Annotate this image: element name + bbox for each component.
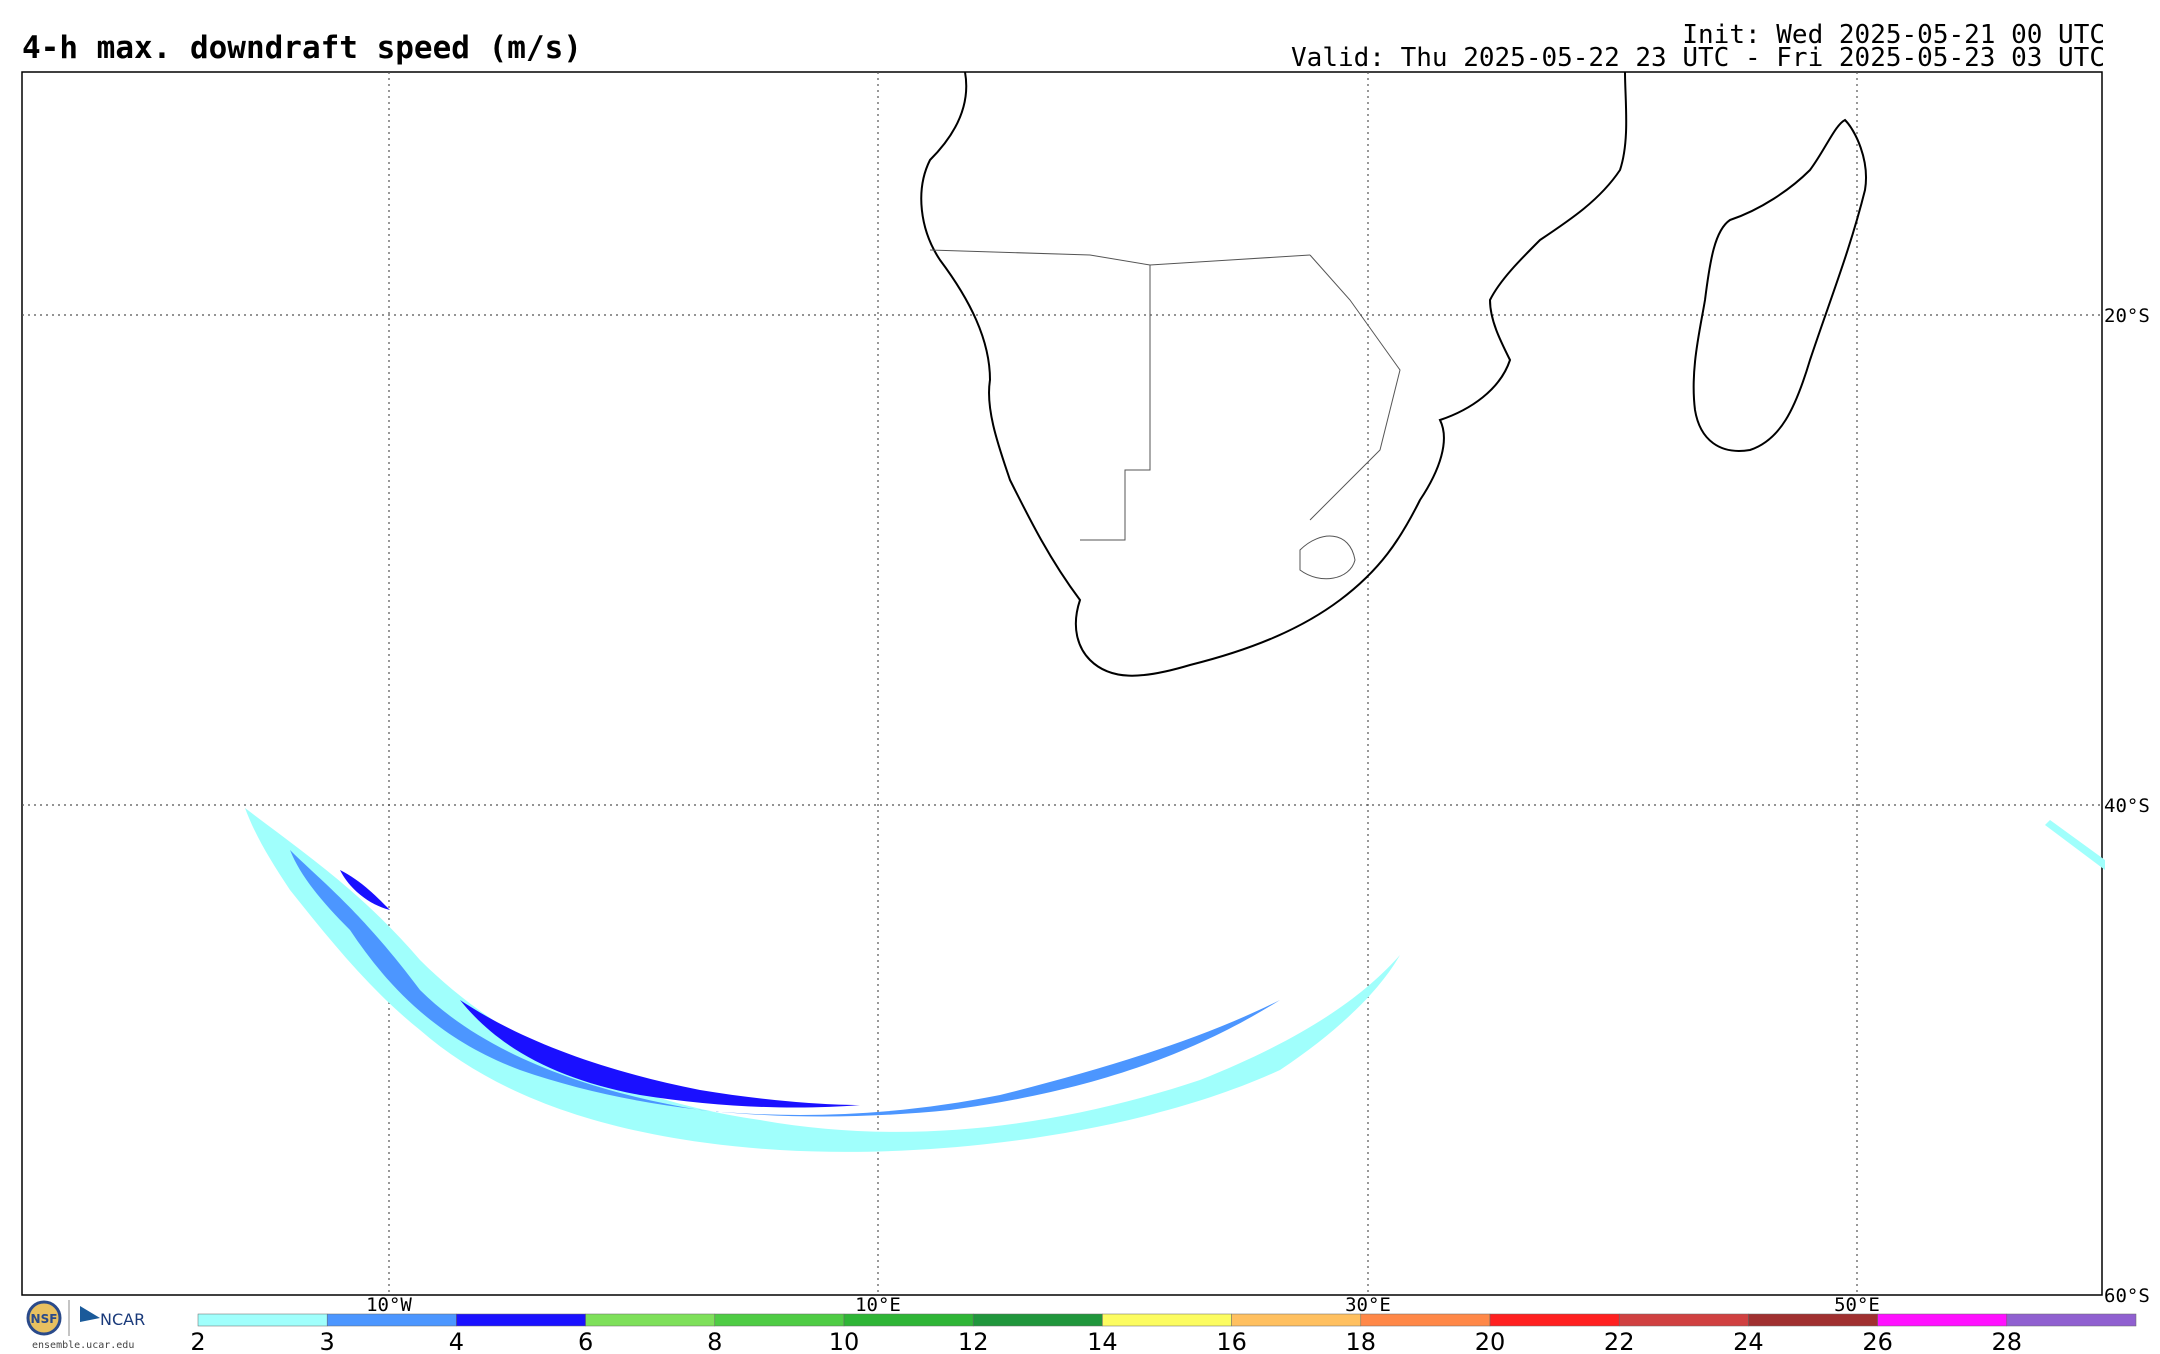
colorbar-tick-label: 16 — [1216, 1328, 1247, 1354]
colorbar-tick-label: 12 — [958, 1328, 989, 1354]
madagascar-coastline — [1692, 118, 1867, 452]
swath-dark — [460, 1000, 860, 1108]
colorbar-tick-label: 18 — [1346, 1328, 1377, 1354]
downdraft-field — [245, 808, 2105, 1152]
colorbar-swatch — [456, 1313, 586, 1327]
border-lesotho — [1299, 535, 1356, 580]
swath-dark-west — [340, 870, 390, 910]
colorbar-tick-label: 6 — [578, 1328, 593, 1354]
border-north — [929, 249, 1311, 266]
colorbar-swatch — [1618, 1313, 1749, 1327]
colorbar-swatch — [1102, 1313, 1232, 1327]
colorbar-swatch — [326, 1313, 457, 1327]
lat-label-40s: 40°S — [2104, 795, 2150, 817]
colorbar-tick-label: 26 — [1862, 1328, 1893, 1354]
colorbar-tick-label: 2 — [190, 1328, 205, 1354]
africa-coastline — [920, 71, 1628, 677]
lat-label-60s: 60°S — [2104, 1285, 2150, 1307]
ncar-logo-icon — [80, 1306, 100, 1322]
nsf-logo-icon — [26, 1300, 62, 1336]
colorbar-swatch — [197, 1313, 328, 1327]
colorbar: 2 3 4 6 8 10 12 14 16 18 20 22 24 26 28 — [190, 1313, 2137, 1354]
colorbar-tick-label: 24 — [1733, 1328, 1764, 1354]
colorbar-swatch — [1877, 1313, 2008, 1327]
lon-label-50e: 50°E — [1834, 1294, 1880, 1316]
ncar-logo-text: NCAR — [100, 1310, 145, 1329]
colorbar-tick-label: 20 — [1475, 1328, 1506, 1354]
nsf-logo-text: NSF — [31, 1312, 58, 1326]
colorbar-swatch — [972, 1313, 1103, 1327]
map-title: 4-h max. downdraft speed (m/s) — [22, 30, 582, 66]
lon-label-30e: 30°E — [1345, 1294, 1391, 1316]
lon-label-10w: 10°W — [366, 1294, 412, 1316]
colorbar-swatch — [1231, 1313, 1362, 1327]
site-text: ensemble.ucar.edu — [32, 1340, 134, 1351]
colorbar-swatch — [2006, 1313, 2137, 1327]
colorbar-tick-label: 10 — [829, 1328, 860, 1354]
colorbar-swatch — [843, 1313, 974, 1327]
colorbar-swatch — [714, 1313, 845, 1327]
valid-time-label: Valid: Thu 2025-05-22 23 UTC - Fri 2025-… — [1291, 43, 2105, 73]
border-namibia — [1080, 265, 1151, 541]
swath-east-edge — [2045, 820, 2105, 870]
colorbar-tick-label: 3 — [320, 1328, 335, 1354]
init-time-label: Init: Wed 2025-05-21 00 UTC — [1682, 20, 2105, 50]
colorbar-swatch — [1489, 1313, 1620, 1327]
colorbar-tick-label: 22 — [1604, 1328, 1635, 1354]
colorbar-swatch — [585, 1313, 716, 1327]
lat-label-20s: 20°S — [2104, 305, 2150, 327]
lon-label-10e: 10°E — [855, 1294, 901, 1316]
colorbar-swatch — [1748, 1313, 1878, 1327]
graticule — [22, 72, 2102, 1295]
country-borders — [929, 249, 1401, 580]
map-border — [21, 71, 2103, 1296]
coastlines — [920, 71, 1867, 677]
border-south-africa — [1309, 254, 1401, 521]
colorbar-tick-label: 14 — [1087, 1328, 1118, 1354]
logo-block: NSF NCAR ensemble.ucar.edu — [26, 1300, 145, 1351]
colorbar-tick-label: 28 — [1992, 1328, 2023, 1354]
colorbar-tick-label: 4 — [449, 1328, 464, 1354]
colorbar-swatch — [1360, 1313, 1491, 1327]
swath-light — [245, 808, 1400, 1152]
colorbar-tick-label: 8 — [707, 1328, 722, 1354]
